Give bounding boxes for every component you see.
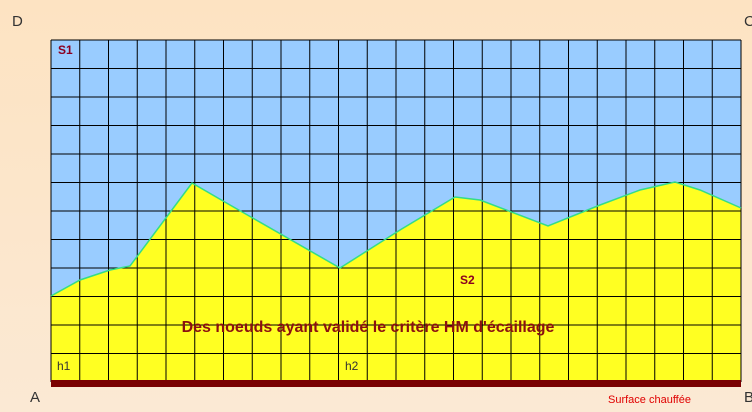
corner-label: B [744,389,752,406]
region-label: S1 [58,43,73,57]
corner-label: D [12,13,23,30]
corner-label: A [30,389,40,406]
marker-label: h1 [57,359,71,373]
caption: Des noeuds ayant validé le critère HM d'… [182,319,555,336]
corner-label: C [744,13,752,30]
region-label: S2 [460,273,475,287]
boundary [50,181,742,297]
heated-surface [51,380,741,387]
marker-label: h2 [345,359,359,373]
surface-label: Surface chauffée [608,394,691,406]
